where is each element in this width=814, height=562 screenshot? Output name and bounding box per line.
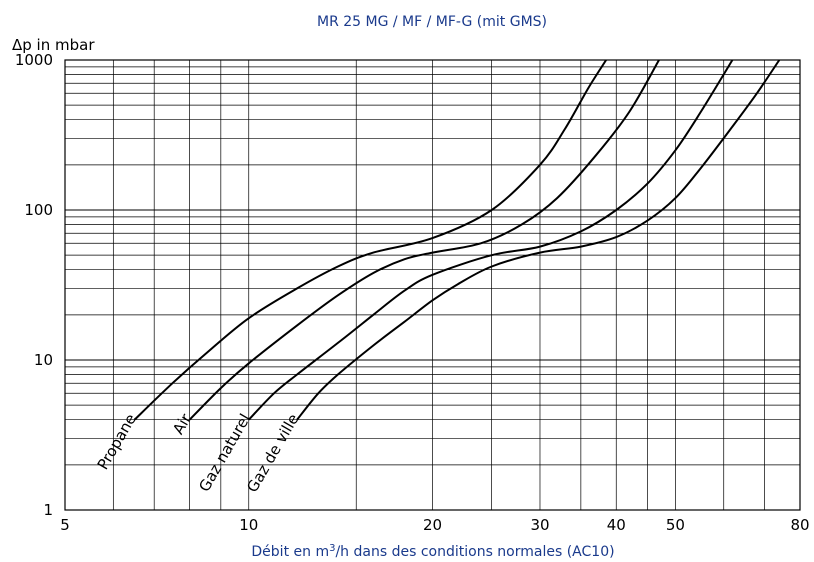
series-line-air [188, 59, 660, 421]
series-lines [133, 59, 781, 421]
x-tick-label: 40 [607, 516, 626, 534]
plot-grid [64, 59, 801, 511]
x-axis-label-superscript: 3 [329, 543, 335, 554]
series-line-gaz-naturel [248, 59, 734, 421]
series-line-propane [133, 59, 607, 421]
y-tick-label: 1000 [15, 51, 53, 69]
series-label-air: Air [169, 410, 195, 438]
x-tick-label: 5 [60, 516, 70, 534]
x-tick-label: 10 [239, 516, 258, 534]
chart-title: MR 25 MG / MF / MF-G (mit GMS) [317, 14, 547, 30]
plot-frame [64, 59, 801, 511]
x-axis-label-start: Débit en m [251, 544, 329, 560]
x-tick-label: 50 [666, 516, 685, 534]
y-tick-label: 100 [24, 201, 53, 219]
x-axis-label: Débit en m3/h dans des conditions normal… [251, 543, 614, 560]
x-tick-label: 80 [790, 516, 809, 534]
x-tick-label: 20 [423, 516, 442, 534]
series-line-gaz-de-ville [296, 59, 781, 421]
y-tick-label: 1 [43, 501, 53, 519]
y-axis-label: Δp in mbar [12, 36, 95, 54]
x-axis-label-end: /h dans des conditions normales (AC10) [335, 544, 614, 560]
x-tick-label: 30 [530, 516, 549, 534]
y-tick-label: 10 [34, 351, 53, 369]
